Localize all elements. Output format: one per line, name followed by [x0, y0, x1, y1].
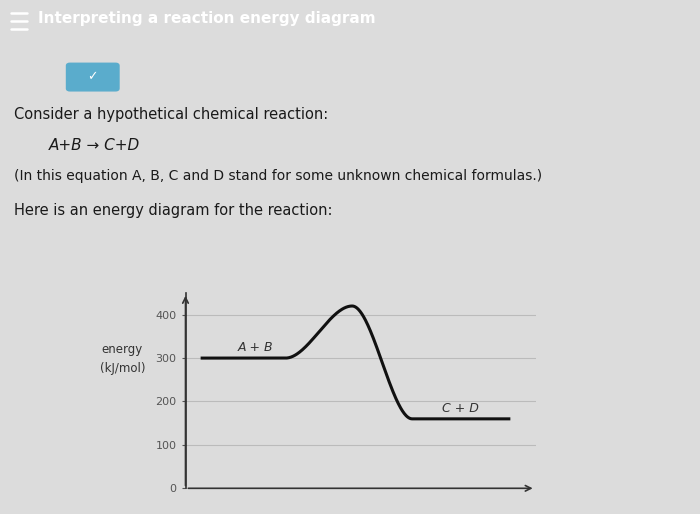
Text: (In this equation A, B, C and D stand for some unknown chemical formulas.): (In this equation A, B, C and D stand fo… — [14, 169, 542, 183]
Text: Here is an energy diagram for the reaction:: Here is an energy diagram for the reacti… — [14, 203, 332, 217]
FancyBboxPatch shape — [66, 63, 119, 91]
Text: Consider a hypothetical chemical reaction:: Consider a hypothetical chemical reactio… — [14, 107, 328, 122]
Text: A + B: A + B — [238, 341, 273, 354]
Text: (kJ/mol): (kJ/mol) — [99, 362, 146, 376]
Text: ✓: ✓ — [88, 70, 98, 84]
Text: C + D: C + D — [442, 401, 479, 414]
Text: A+B → C+D: A+B → C+D — [49, 138, 140, 153]
Text: Interpreting a reaction energy diagram: Interpreting a reaction energy diagram — [38, 11, 376, 26]
Text: energy: energy — [102, 343, 143, 357]
